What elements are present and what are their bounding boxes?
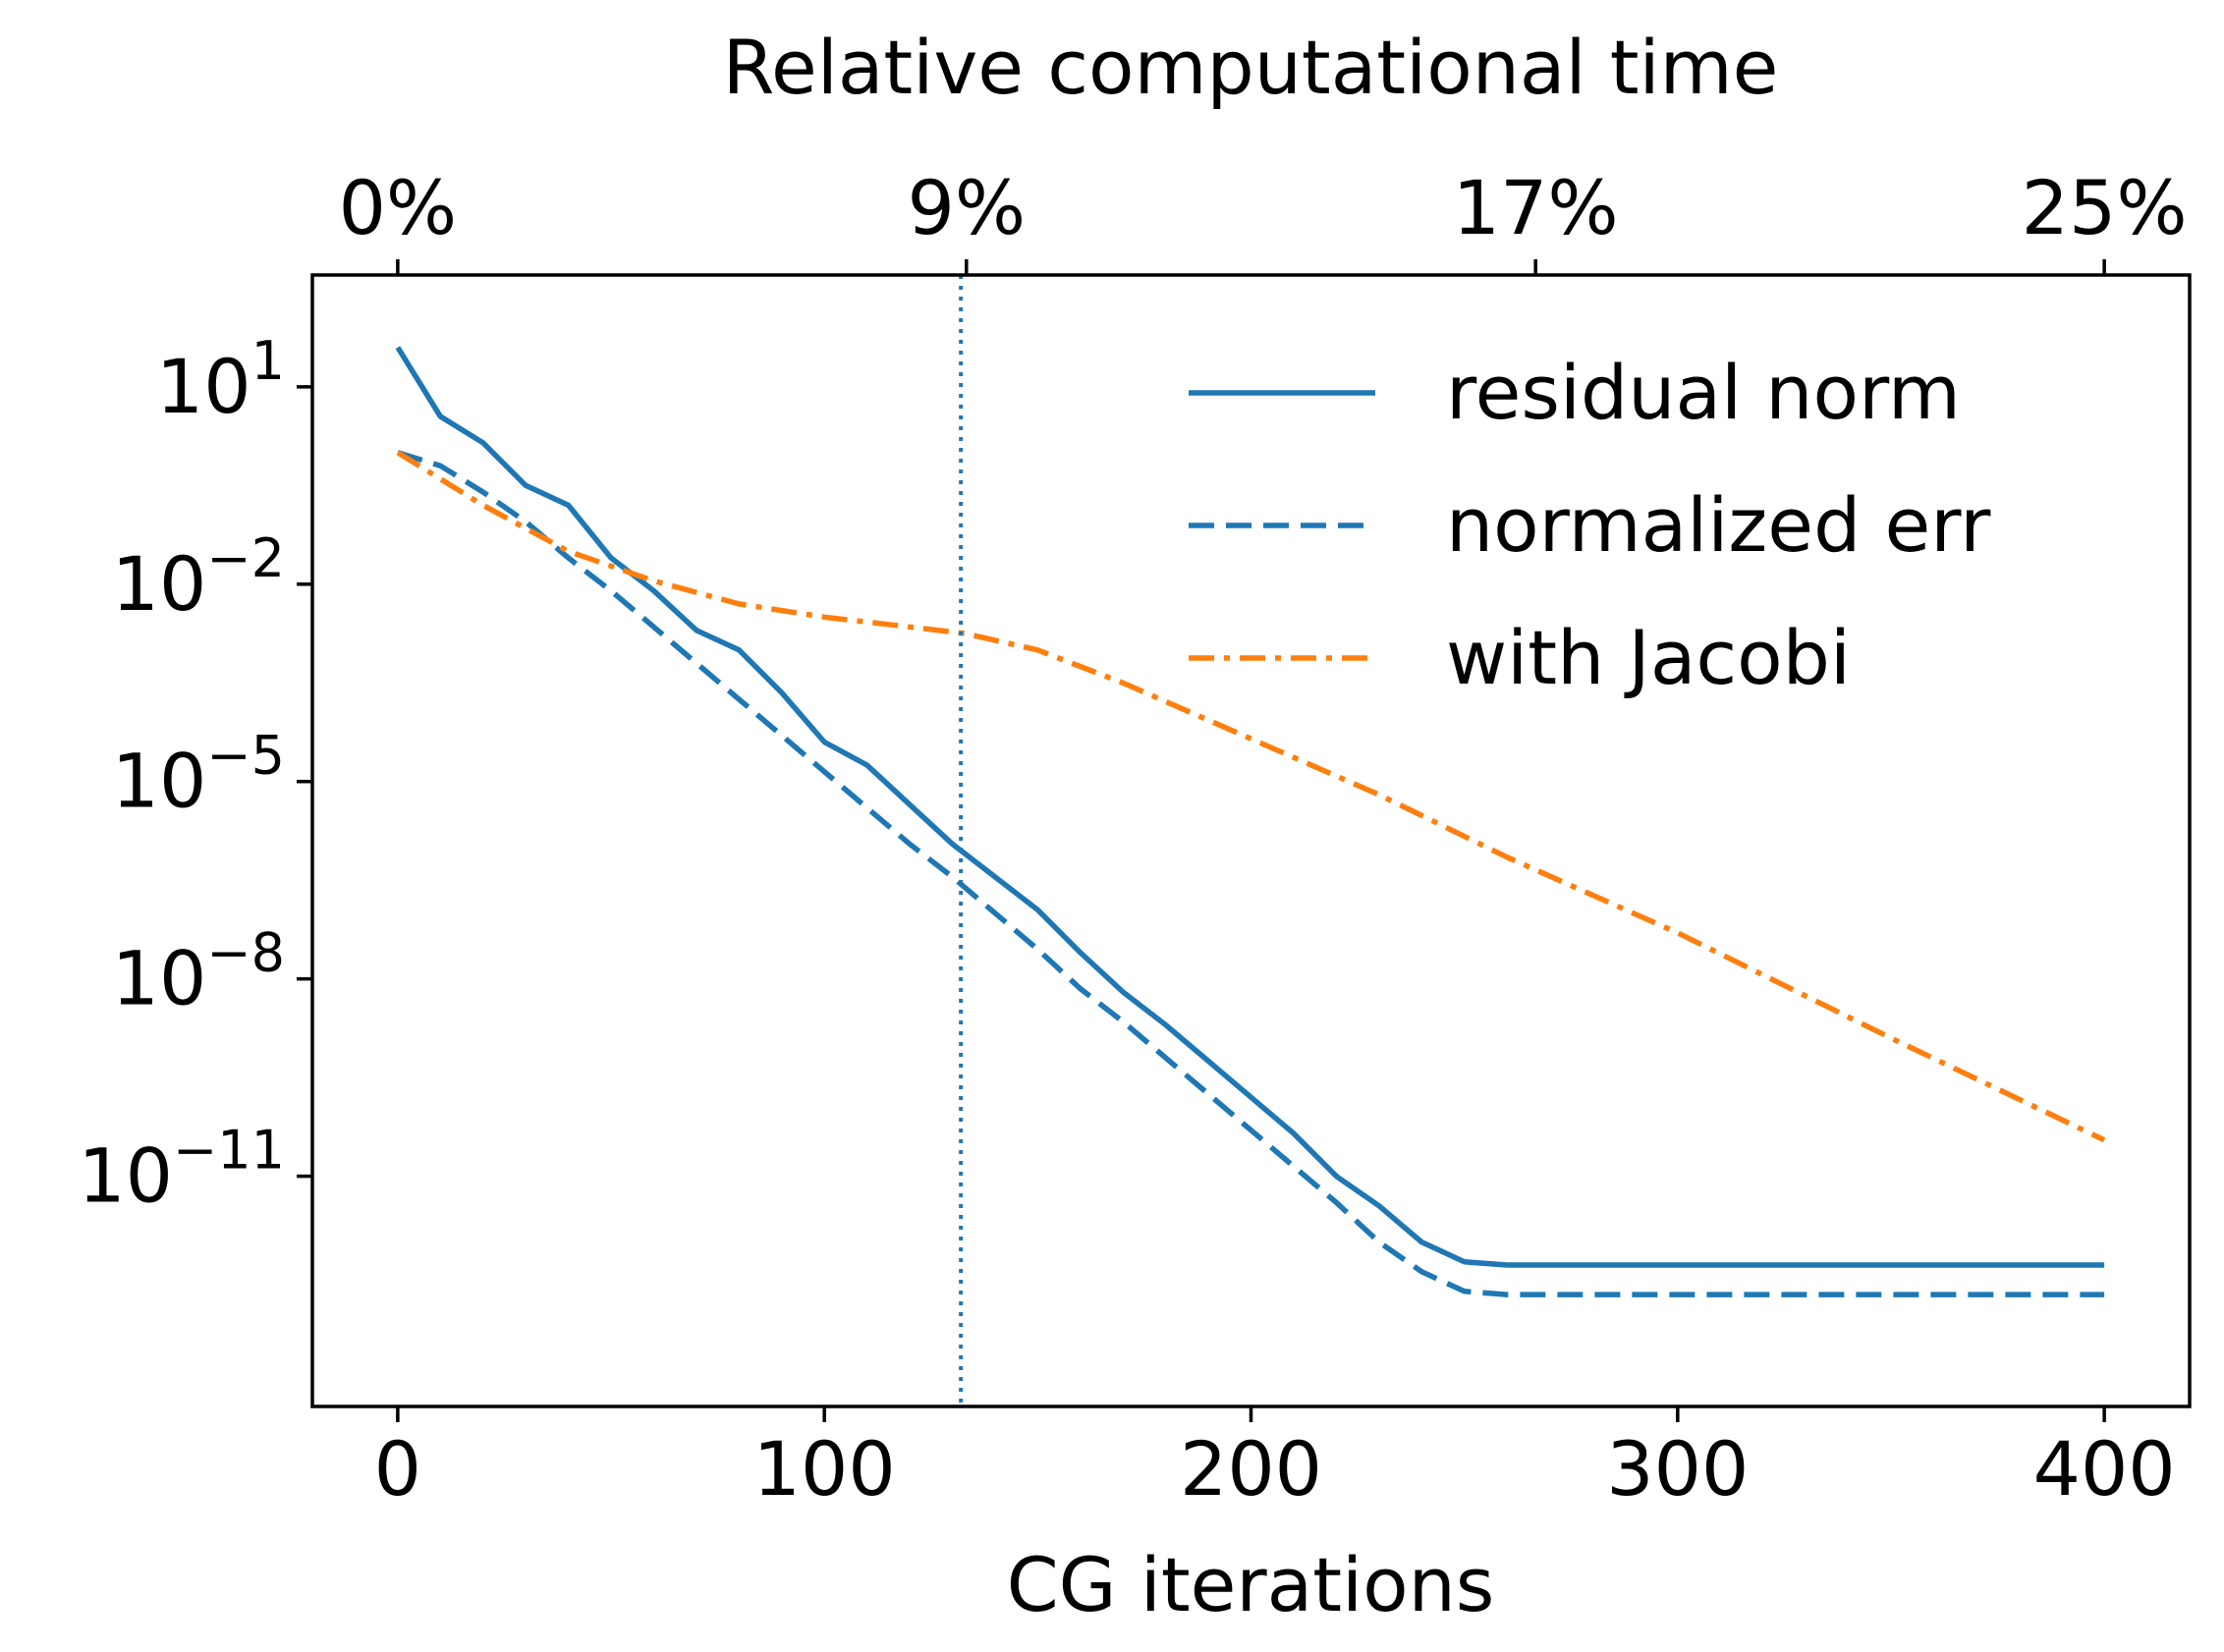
x-tick-label: 100 (753, 1425, 896, 1513)
x-axis-title: CG iterations (1007, 1541, 1495, 1628)
top-tick-label: 9% (908, 164, 1027, 251)
legend-label: residual norm (1446, 349, 1961, 436)
top-axis-title: Relative computational time (723, 24, 1779, 111)
series-layer (395, 346, 2106, 1297)
legend: residual norm normalized err with Jacobi (1189, 349, 1991, 701)
y-tick-base: 10 (156, 343, 251, 430)
legend-label: normalized err (1446, 481, 1991, 569)
y-tick-base: 10 (78, 1132, 173, 1220)
y-tick-exponent: −11 (173, 1120, 285, 1182)
x-tick-label: 0 (374, 1425, 421, 1513)
y-tick-base: 10 (112, 540, 207, 628)
x-tick-label: 200 (1180, 1425, 1322, 1513)
y-tick-label: 10−11 (78, 1120, 285, 1220)
series-line-2 (397, 450, 2105, 1297)
legend-label: with Jacobi (1446, 614, 1851, 701)
y-tick-exponent: 1 (251, 330, 285, 392)
series-line-1 (395, 346, 2105, 1268)
y-tick-exponent: −2 (206, 527, 285, 589)
y-tick-label: 10−2 (112, 527, 285, 628)
x-tick-label: 400 (2033, 1425, 2176, 1513)
top-tick-label: 25% (2022, 164, 2188, 251)
series-line-3 (396, 450, 2106, 1143)
y-tick-base: 10 (112, 935, 207, 1022)
top-tick-label: 0% (339, 164, 458, 251)
y-tick-exponent: −8 (206, 922, 285, 984)
x-tick-label: 300 (1606, 1425, 1749, 1513)
top-tick-label: 17% (1453, 164, 1619, 251)
y-tick-exponent: −5 (206, 725, 285, 787)
top-axis-ticks: 0% 9% 17% 25% (339, 164, 2188, 275)
x-axis-ticks: 0 100 200 300 400 (374, 1406, 2176, 1513)
y-tick-base: 10 (112, 738, 207, 825)
y-tick-label: 10−5 (112, 725, 285, 825)
y-tick-label: 10−8 (112, 922, 285, 1022)
y-tick-label: 101 (156, 330, 285, 430)
